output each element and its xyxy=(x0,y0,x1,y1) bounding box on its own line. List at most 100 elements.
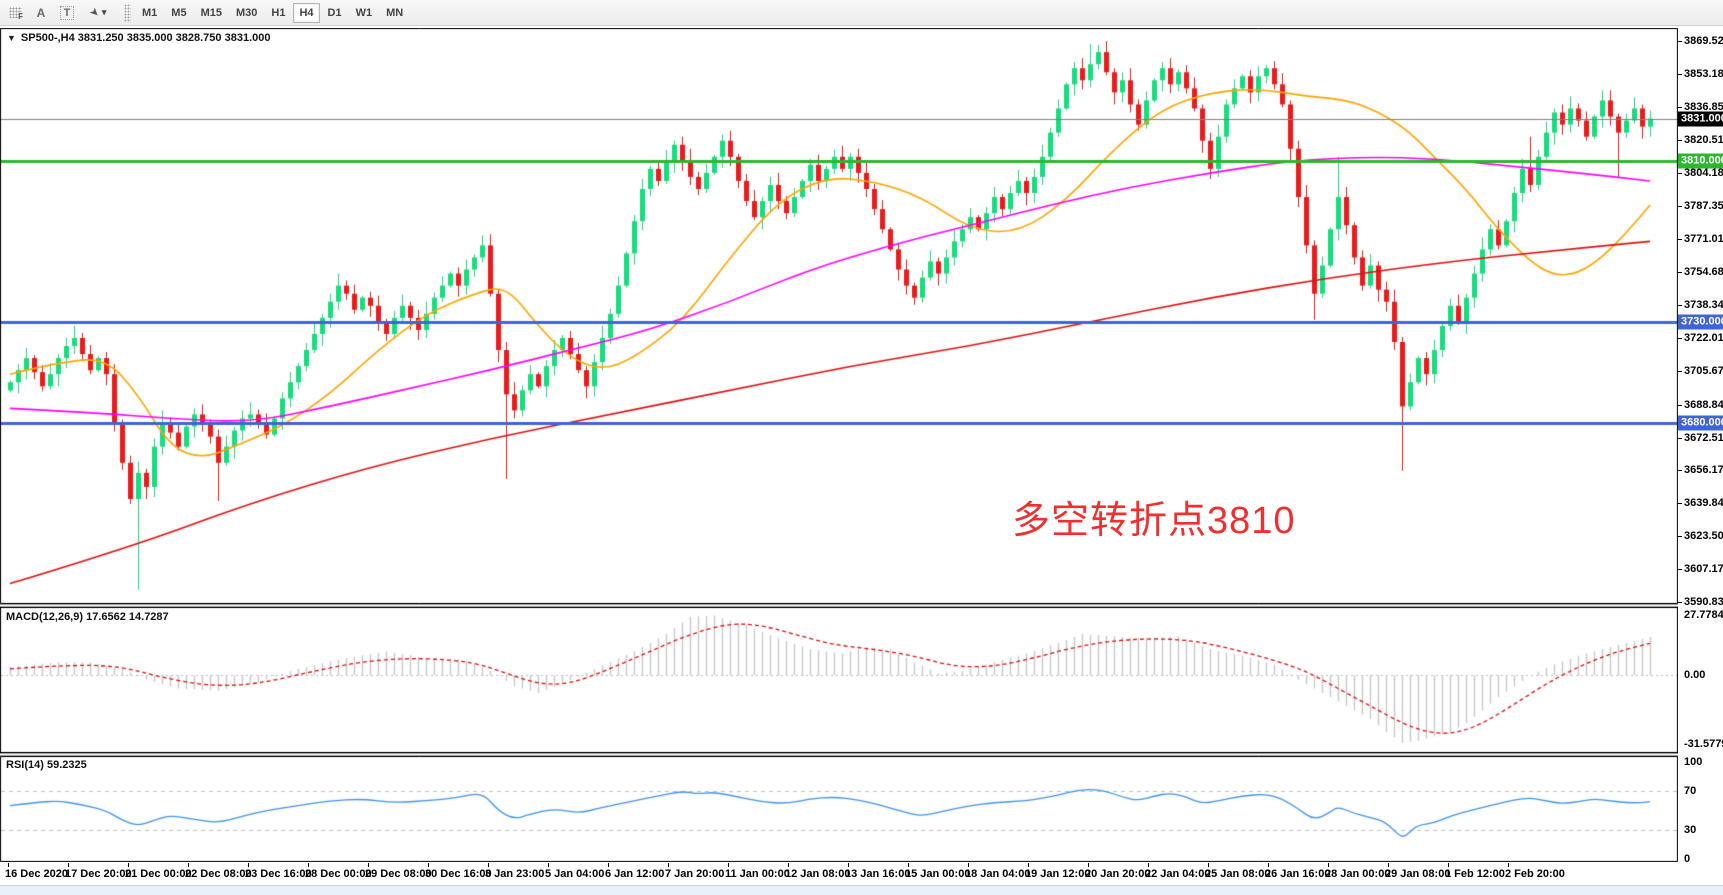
time-axis-tick xyxy=(968,863,969,867)
letter-a-icon: A xyxy=(36,5,46,20)
time-axis-label: 17 Dec 20:00 xyxy=(65,868,132,880)
boxed-t-icon: T xyxy=(59,5,75,20)
price-level-badge: 3831.000 xyxy=(1678,111,1723,127)
timeframe-button-h4[interactable]: H4 xyxy=(293,2,320,23)
price-axis-label: 3722.010 xyxy=(1684,331,1723,344)
time-axis-label: 28 Jan 00:00 xyxy=(1325,868,1391,880)
panel-splitter[interactable] xyxy=(0,753,1678,756)
time-axis-tick xyxy=(788,863,789,867)
price-axis-tick xyxy=(1677,370,1682,372)
time-axis-tick xyxy=(1448,863,1449,867)
time-axis-tick xyxy=(8,863,9,867)
price-axis-label: 3656.175 xyxy=(1684,464,1723,477)
price-chart-canvas[interactable] xyxy=(0,28,1678,604)
time-axis-label: 23 Dec 16:00 xyxy=(245,868,312,880)
time-axis-label: 26 Jan 16:00 xyxy=(1265,868,1331,880)
macd-axis-label: -31.5779 xyxy=(1684,738,1723,750)
time-axis-tick xyxy=(1388,863,1389,867)
time-axis-tick xyxy=(368,863,369,867)
dotted-grid-icon xyxy=(8,7,22,18)
time-axis-tick xyxy=(1028,863,1029,867)
text-label-button[interactable]: T xyxy=(55,2,79,23)
time-axis-tick xyxy=(248,863,249,867)
price-axis-label: 3672.510 xyxy=(1684,431,1723,444)
rsi-indicator-canvas[interactable] xyxy=(0,756,1678,862)
price-axis-label: 3787.350 xyxy=(1684,200,1723,213)
price-axis-tick xyxy=(1677,470,1682,472)
time-axis-label: 2 Feb 20:00 xyxy=(1505,868,1565,880)
timeframe-button-w1[interactable]: W1 xyxy=(350,3,379,23)
price-axis-label: 3639.840 xyxy=(1684,497,1723,510)
price-axis-tick xyxy=(1677,41,1682,42)
time-axis-label: 7 Jan 20:00 xyxy=(665,868,725,880)
timeframe-button-mn[interactable]: MN xyxy=(380,3,409,23)
panel-splitter[interactable] xyxy=(0,604,1678,607)
price-axis-label: 3771.015 xyxy=(1684,233,1723,246)
time-axis-label: 21 Dec 00:00 xyxy=(125,868,192,880)
symbol-title: ▼ SP500-,H4 3831.250 3835.000 3828.750 38… xyxy=(7,32,270,44)
price-axis-label: 3869.520 xyxy=(1684,35,1723,47)
price-axis-tick xyxy=(1677,139,1682,141)
collapse-arrow-icon[interactable]: ▼ xyxy=(7,33,16,43)
time-axis-label: 13 Jan 16:00 xyxy=(845,868,911,880)
price-level-badge: 3810.000 xyxy=(1678,153,1723,169)
price-axis-label: 3623.505 xyxy=(1684,530,1723,543)
rsi-axis-label: 30 xyxy=(1684,823,1697,836)
time-axis-tick xyxy=(548,863,549,867)
toolbar-grip-handle[interactable] xyxy=(124,3,131,22)
price-axis-tick xyxy=(1677,239,1682,241)
price-axis-tick xyxy=(1677,337,1682,339)
time-axis-tick xyxy=(1268,863,1269,867)
price-axis-tick xyxy=(1677,73,1682,75)
time-axis-label: 1 Feb 12:00 xyxy=(1445,868,1505,880)
price-axis-label: 3590.835 xyxy=(1684,596,1723,608)
time-axis-label: 5 Jan 04:00 xyxy=(545,868,605,880)
time-axis-label: 19 Jan 12:00 xyxy=(1025,868,1091,880)
price-axis-label: 3738.345 xyxy=(1684,299,1723,312)
price-axis-tick xyxy=(1677,305,1682,307)
time-axis-tick xyxy=(668,863,669,867)
text-a-button[interactable]: A xyxy=(29,2,53,23)
price-axis-label: 3820.515 xyxy=(1684,133,1723,146)
price-axis-label: 3688.845 xyxy=(1684,398,1723,411)
time-axis-label: 12 Jan 08:00 xyxy=(785,868,851,880)
dropdown-caret-icon: ▾ xyxy=(101,7,107,17)
price-axis-tick xyxy=(1677,503,1682,505)
rsi-axis-label: 100 xyxy=(1684,756,1703,768)
time-axis-label: 22 Jan 04:00 xyxy=(1145,868,1211,880)
price-axis-tick xyxy=(1677,206,1682,208)
price-axis-tick xyxy=(1677,172,1682,174)
time-axis-tick xyxy=(1148,863,1149,867)
price-axis-tick xyxy=(1677,602,1682,603)
macd-indicator-canvas[interactable] xyxy=(0,607,1678,753)
time-axis-label: 29 Dec 08:00 xyxy=(365,868,432,880)
time-axis-tick xyxy=(848,863,849,867)
cursor-arrows-button[interactable]: ➤ ▾ xyxy=(81,2,115,23)
time-axis: 16 Dec 2020 17 Dec 20:00 21 Dec 00:00 22 De… xyxy=(0,862,1723,884)
price-axis-label: 3607.170 xyxy=(1684,563,1723,576)
price-axis-tick xyxy=(1677,106,1682,108)
time-axis-label: 20 Jan 20:00 xyxy=(1085,868,1151,880)
main-toolbar: F A T ➤ ▾ M1 M5 M15 M30 H1 H4 D1 W1 MN xyxy=(0,0,1723,26)
time-axis-tick xyxy=(1328,863,1329,867)
chart-text-annotation: 多空转折点3810 xyxy=(1012,500,1296,542)
price-axis-tick xyxy=(1677,437,1682,439)
grid-f-button[interactable]: F xyxy=(3,2,27,23)
time-axis-label: 18 Jan 04:00 xyxy=(965,868,1031,880)
timeframe-button-m1[interactable]: M1 xyxy=(136,3,163,23)
timeframe-button-m30[interactable]: M30 xyxy=(230,3,263,23)
timeframe-button-d1[interactable]: D1 xyxy=(322,3,348,23)
price-axis-label: 3754.680 xyxy=(1684,266,1723,279)
rsi-axis-label: 0 xyxy=(1684,853,1691,865)
macd-axis-label: 27.7784 xyxy=(1684,609,1723,621)
timeframe-button-h1[interactable]: H1 xyxy=(265,3,291,23)
time-axis-tick xyxy=(68,863,69,867)
price-axis-label: 3853.185 xyxy=(1684,67,1723,80)
time-axis-label: 6 Jan 12:00 xyxy=(605,868,665,880)
timeframe-button-m15[interactable]: M15 xyxy=(195,3,228,23)
price-level-badge: 3730.000 xyxy=(1678,314,1723,330)
price-axis-tick xyxy=(1677,272,1682,274)
time-axis-tick xyxy=(608,863,609,867)
timeframe-button-m5[interactable]: M5 xyxy=(165,3,192,23)
price-axis-label: 3804.180 xyxy=(1684,166,1723,179)
